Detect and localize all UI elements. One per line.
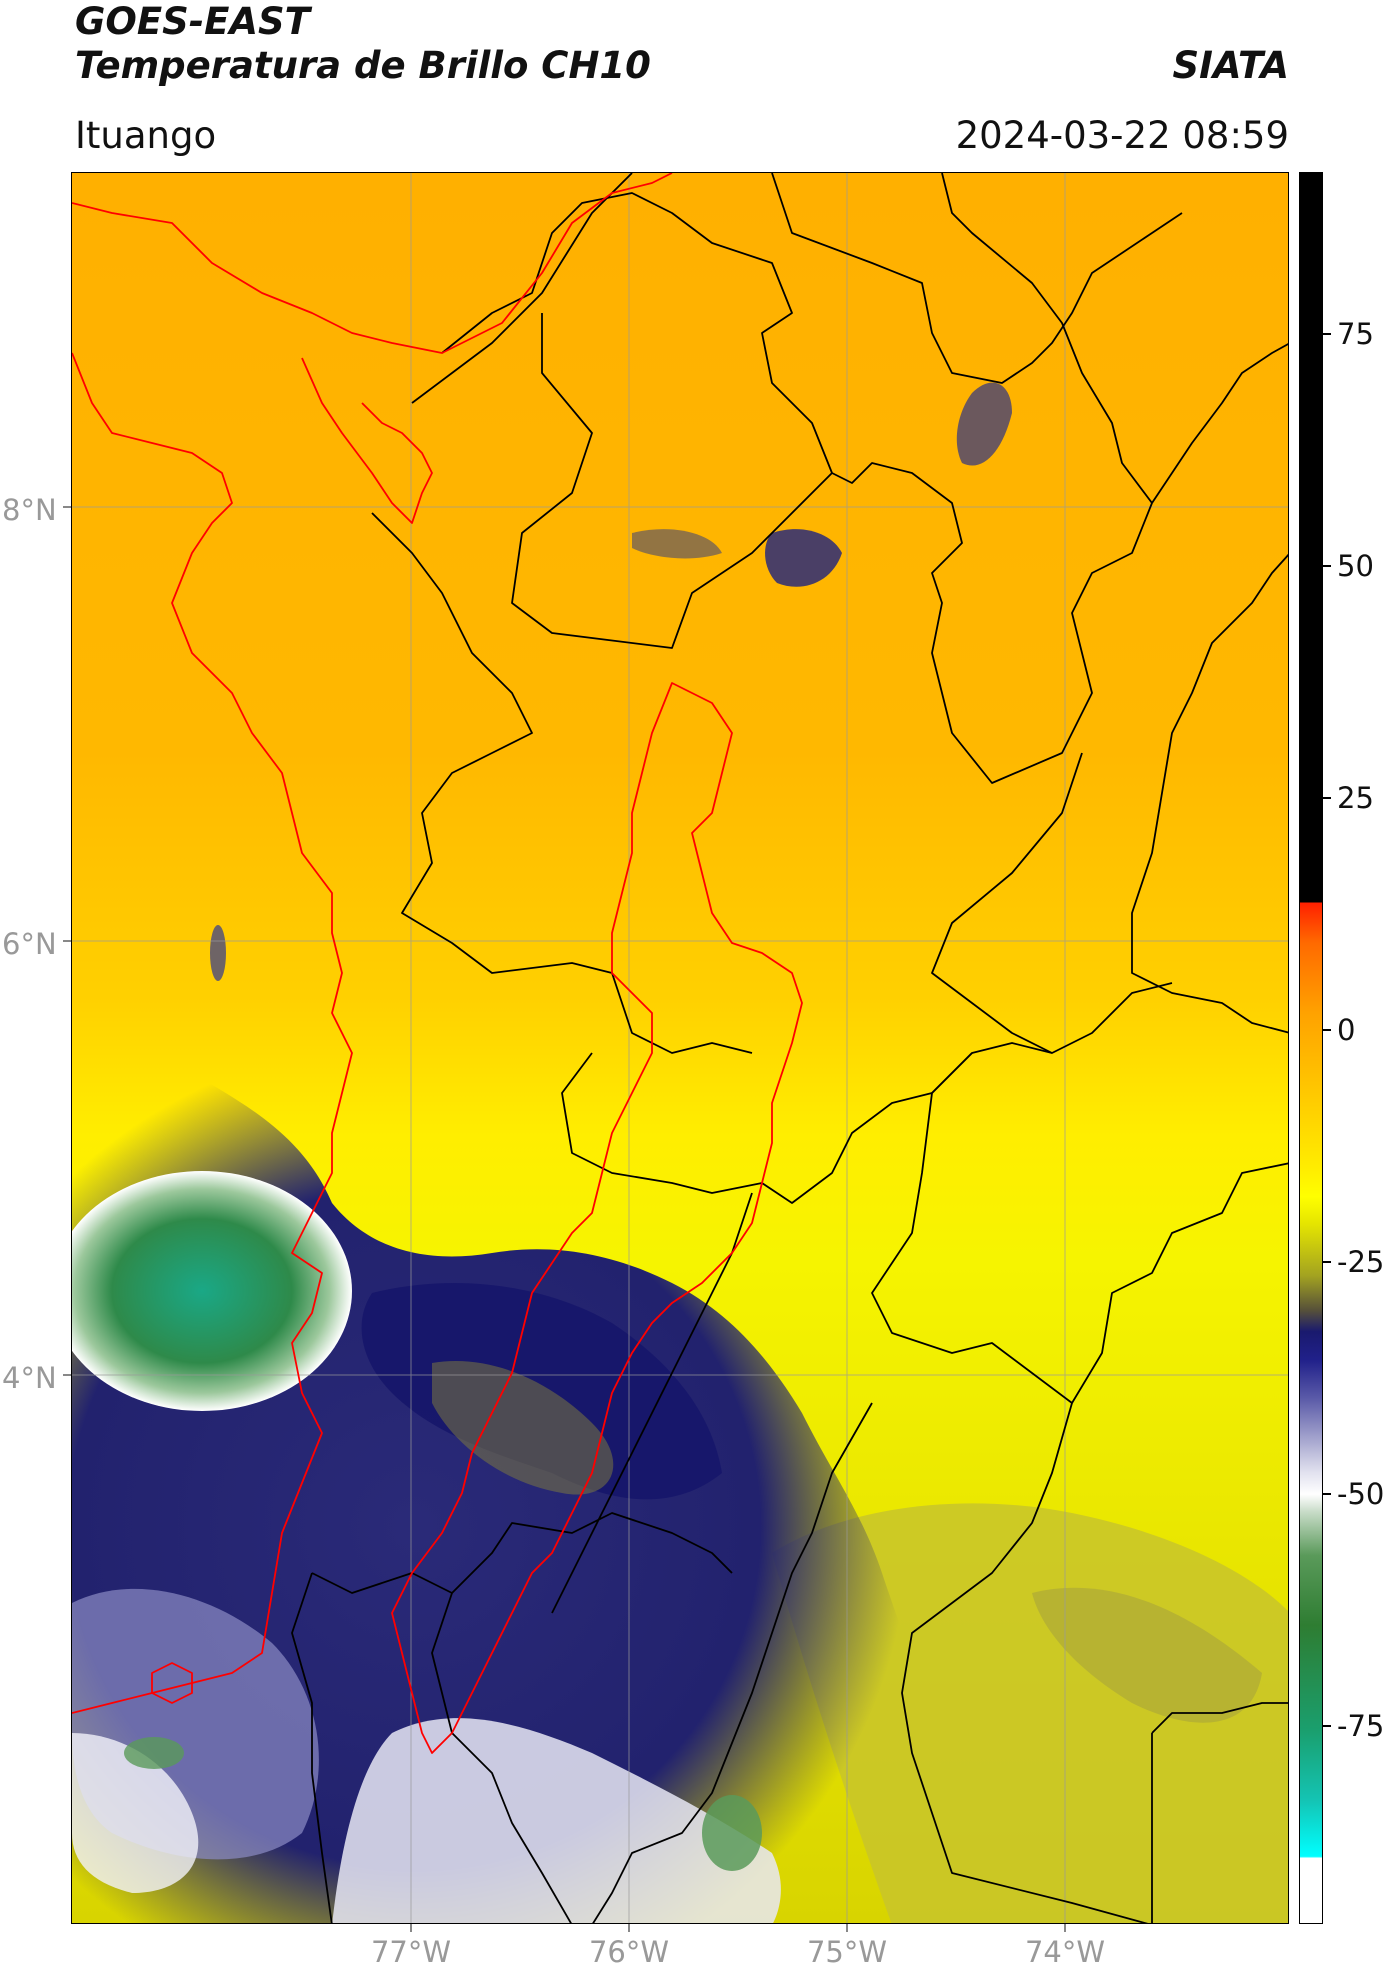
- datetime-label: 2024-03-22 08:59: [955, 114, 1289, 157]
- lon-label-76w: 76°W: [588, 1935, 670, 1969]
- border-tolima: [551, 1192, 753, 1614]
- border-boyaca: [931, 752, 1083, 1054]
- satellite-map: [71, 172, 1289, 1924]
- map-canvas: [72, 173, 1288, 1923]
- colorbar-label-minus-75: -75: [1337, 1709, 1384, 1743]
- coastline-islet: [151, 1662, 193, 1704]
- lon-label-77w: 77°W: [370, 1935, 452, 1969]
- lat-label-8n: 8°N: [2, 493, 57, 527]
- colorbar-label-minus-25: -25: [1337, 1245, 1384, 1279]
- colorbar-tick-25: [1323, 797, 1331, 799]
- cloud-white-south: [332, 1718, 781, 1923]
- tick-lon-74: [1064, 1924, 1066, 1932]
- colorbar-tick-minus-75: [1323, 1725, 1331, 1727]
- border-cauca-mid: [431, 1592, 572, 1923]
- border-nw-coast: [411, 173, 633, 404]
- brand-label: SIATA: [1172, 44, 1289, 87]
- lat-label-4n: 4°N: [2, 1361, 57, 1395]
- tick-lat-6: [63, 940, 71, 942]
- field-olive-se2: [1032, 1587, 1262, 1723]
- cloud-cell-north-3: [632, 529, 722, 559]
- colorbar-label-25: 25: [1337, 781, 1374, 815]
- colorbar-tick-75: [1323, 333, 1331, 335]
- region-label: Ituango: [75, 114, 217, 157]
- cloud-green-sw: [124, 1737, 184, 1769]
- coastline-uraba: [301, 357, 433, 524]
- lat-label-6n: 6°N: [2, 927, 57, 961]
- border-cundinamarca: [871, 1052, 1288, 1404]
- tick-lon-75: [846, 1924, 848, 1932]
- gridlines: [72, 173, 1288, 1923]
- tick-lon-77: [410, 1924, 412, 1932]
- coastline-pacific: [72, 352, 353, 1714]
- title-line-1: GOES-EAST: [75, 0, 310, 43]
- cloud-green-small: [702, 1795, 762, 1871]
- coastline-caribbean: [72, 173, 673, 354]
- border-antioquia-north: [441, 192, 1288, 784]
- colorbar-tick-minus-50: [1323, 1493, 1331, 1495]
- admin-borders: [291, 173, 1288, 1923]
- tick-lat-4: [63, 1374, 71, 1376]
- border-meta-east: [1151, 1702, 1288, 1734]
- coastline-and-basin: [72, 173, 803, 1754]
- colorbar-label-50: 50: [1337, 549, 1374, 583]
- lon-label-75w: 75°W: [806, 1935, 888, 1969]
- cloud-cell-west: [210, 925, 226, 981]
- border-huila: [592, 1402, 873, 1923]
- basin-ituango: [391, 682, 803, 1754]
- title-line-2: Temperatura de Brillo CH10: [75, 44, 651, 87]
- cloud-olive-core: [432, 1361, 614, 1495]
- colorbar-label-75: 75: [1337, 317, 1374, 351]
- colorbar-label-minus-50: -50: [1337, 1477, 1384, 1511]
- cloud-white-west: [72, 1733, 199, 1893]
- border-santander: [1131, 553, 1288, 1034]
- colorbar-tick-50: [1323, 565, 1331, 567]
- border-meta: [901, 1402, 1149, 1923]
- border-sucre: [771, 173, 1183, 384]
- border-valle-cauca: [311, 1512, 733, 1594]
- colorbar-tick-minus-25: [1323, 1261, 1331, 1263]
- cloud-cell-north-2: [956, 382, 1012, 466]
- cloud-cell-north-1: [765, 529, 842, 587]
- lon-label-74w: 74°W: [1024, 1935, 1106, 1969]
- colorbar: [1299, 172, 1323, 1924]
- cloud-green-core: [72, 1171, 352, 1411]
- colorbar-label-0: 0: [1337, 1013, 1356, 1047]
- tick-lon-76: [628, 1924, 630, 1932]
- border-caldas-risaralda: [561, 982, 1173, 1204]
- border-choco-east: [371, 512, 753, 1054]
- border-bolivar: [941, 173, 1153, 504]
- border-cordoba: [511, 313, 833, 649]
- tick-lat-8: [63, 506, 71, 508]
- border-cauca-south: [291, 1572, 333, 1923]
- colorbar-tick-0: [1323, 1029, 1331, 1031]
